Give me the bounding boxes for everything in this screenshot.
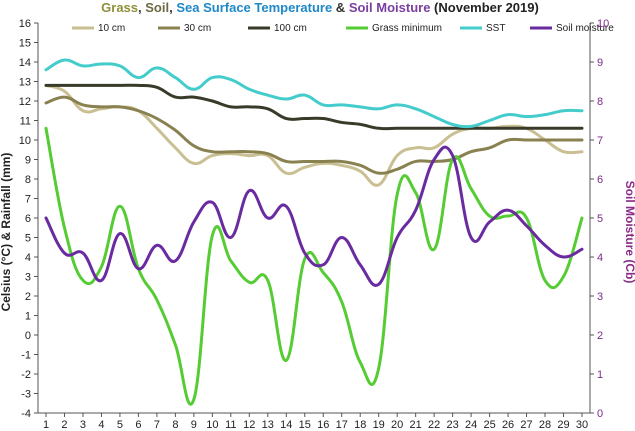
left-y-tick-label: 9: [25, 155, 31, 167]
left-y-tick-label: 16: [19, 18, 31, 30]
legend-label-grass-minimum: Grass minimum: [372, 23, 442, 34]
x-tick-label: 4: [98, 419, 104, 431]
x-tick-label: 3: [80, 419, 86, 431]
legend-label-soil-moisture: Soil moisture: [556, 23, 614, 34]
right-y-tick-label: 10: [597, 18, 609, 30]
legend: 10 cm 30 cm 100 cm Grass minimum SST Soil moi…: [72, 23, 614, 34]
series-line-soil-moisture: [44, 145, 584, 287]
left-y-tick-label: 8: [25, 174, 31, 186]
series-line-sst: [44, 58, 584, 129]
x-tick-label: 8: [172, 419, 178, 431]
left-y-tick-label: 15: [19, 38, 31, 50]
x-tick-label: 18: [354, 419, 366, 431]
x-tick-label: 22: [428, 419, 440, 431]
left-y-tick-label: -1: [21, 350, 31, 362]
legend-label-100-cm: 100 cm: [274, 23, 307, 34]
left-y-tick-label: 12: [19, 96, 31, 108]
legend-label-30-cm: 30 cm: [184, 23, 211, 34]
left-y-tick-label: 10: [19, 135, 31, 147]
legend-label-10-cm: 10 cm: [98, 23, 125, 34]
left-y-tick-label: 6: [25, 213, 31, 225]
x-tick-label: 12: [243, 419, 255, 431]
x-tick-label: 15: [299, 419, 311, 431]
chart-title-part: Grass: [101, 0, 138, 15]
chart-title-part: Soil Moisture: [349, 0, 431, 15]
x-tick-label: 5: [117, 419, 123, 431]
right-y-tick-label: 7: [597, 135, 603, 147]
x-tick-label: 16: [317, 419, 329, 431]
x-tick-label: 14: [280, 419, 292, 431]
chart-title-part: Soil: [145, 0, 169, 15]
y-axis-label-left: Celsius (°C) & Rainfall (mm): [0, 153, 13, 312]
right-y-ticks: 0 1 2 3 4 5 6 7 8 9 10: [590, 18, 609, 420]
chart-title-part: Sea Surface Temperature: [176, 0, 332, 15]
right-y-tick-label: 4: [597, 252, 603, 264]
left-y-tick-label: 5: [25, 233, 31, 245]
x-tick-label: 21: [410, 419, 422, 431]
right-y-tick-label: 9: [597, 57, 603, 69]
x-ticks: 1 2 3 4 5 6 7 8 9 10 11 12 13 14 15 16 17 18 19 20 21 22 23 24 2…: [43, 413, 588, 431]
x-tick-label: 20: [391, 419, 403, 431]
series-line-100-cm: [44, 83, 584, 131]
x-tick-label: 28: [539, 419, 551, 431]
left-y-tick-label: 14: [19, 57, 31, 69]
x-tick-label: 13: [262, 419, 274, 431]
x-tick-label: 26: [502, 419, 514, 431]
x-tick-label: 24: [465, 419, 477, 431]
left-y-tick-label: 4: [25, 252, 31, 264]
left-y-tick-label: 1: [25, 311, 31, 323]
left-y-tick-label: 3: [25, 272, 31, 284]
chart-title-part: ,: [138, 0, 145, 15]
left-y-tick-label: 7: [25, 194, 31, 206]
x-tick-label: 23: [446, 419, 458, 431]
left-y-tick-label: -3: [21, 389, 31, 401]
right-y-tick-label: 8: [597, 96, 603, 108]
chart-title: Grass, Soil, Sea Surface Temperature & S…: [101, 0, 539, 15]
right-y-tick-label: 3: [597, 291, 603, 303]
left-y-tick-label: 0: [25, 330, 31, 342]
x-tick-label: 29: [557, 419, 569, 431]
left-y-tick-label: 11: [20, 116, 31, 128]
right-y-tick-label: 5: [597, 213, 603, 225]
left-y-tick-label: -4: [21, 408, 31, 420]
left-y-tick-label: 2: [25, 291, 31, 303]
x-tick-label: 10: [206, 419, 218, 431]
series-lines: [44, 58, 584, 406]
x-tick-label: 17: [336, 419, 348, 431]
x-tick-label: 2: [61, 419, 67, 431]
right-y-tick-label: 1: [597, 369, 603, 381]
chart-title-part: (November 2019): [430, 0, 538, 15]
series-line-30-cm: [44, 95, 584, 175]
x-tick-label: 11: [225, 419, 236, 431]
right-y-tick-label: 6: [597, 174, 603, 186]
left-y-tick-label: 13: [19, 77, 31, 89]
chart-title-part: &: [332, 0, 349, 15]
left-y-tick-label: -2: [21, 369, 31, 381]
x-tick-label: 7: [154, 419, 160, 431]
right-y-tick-label: 0: [597, 408, 603, 420]
series-line-grass-minimum: [44, 126, 584, 406]
x-tick-label: 25: [483, 419, 495, 431]
x-tick-label: 30: [576, 419, 588, 431]
right-y-tick-label: 2: [597, 330, 603, 342]
y-axis-label-right: Soil Moisture (Cb): [623, 181, 635, 284]
x-tick-label: 1: [43, 419, 49, 431]
x-tick-label: 6: [135, 419, 141, 431]
x-tick-label: 19: [373, 419, 385, 431]
x-tick-label: 27: [520, 419, 532, 431]
x-tick-label: 9: [191, 419, 197, 431]
legend-label-sst: SST: [486, 23, 505, 34]
chart-title-part: ,: [169, 0, 176, 15]
